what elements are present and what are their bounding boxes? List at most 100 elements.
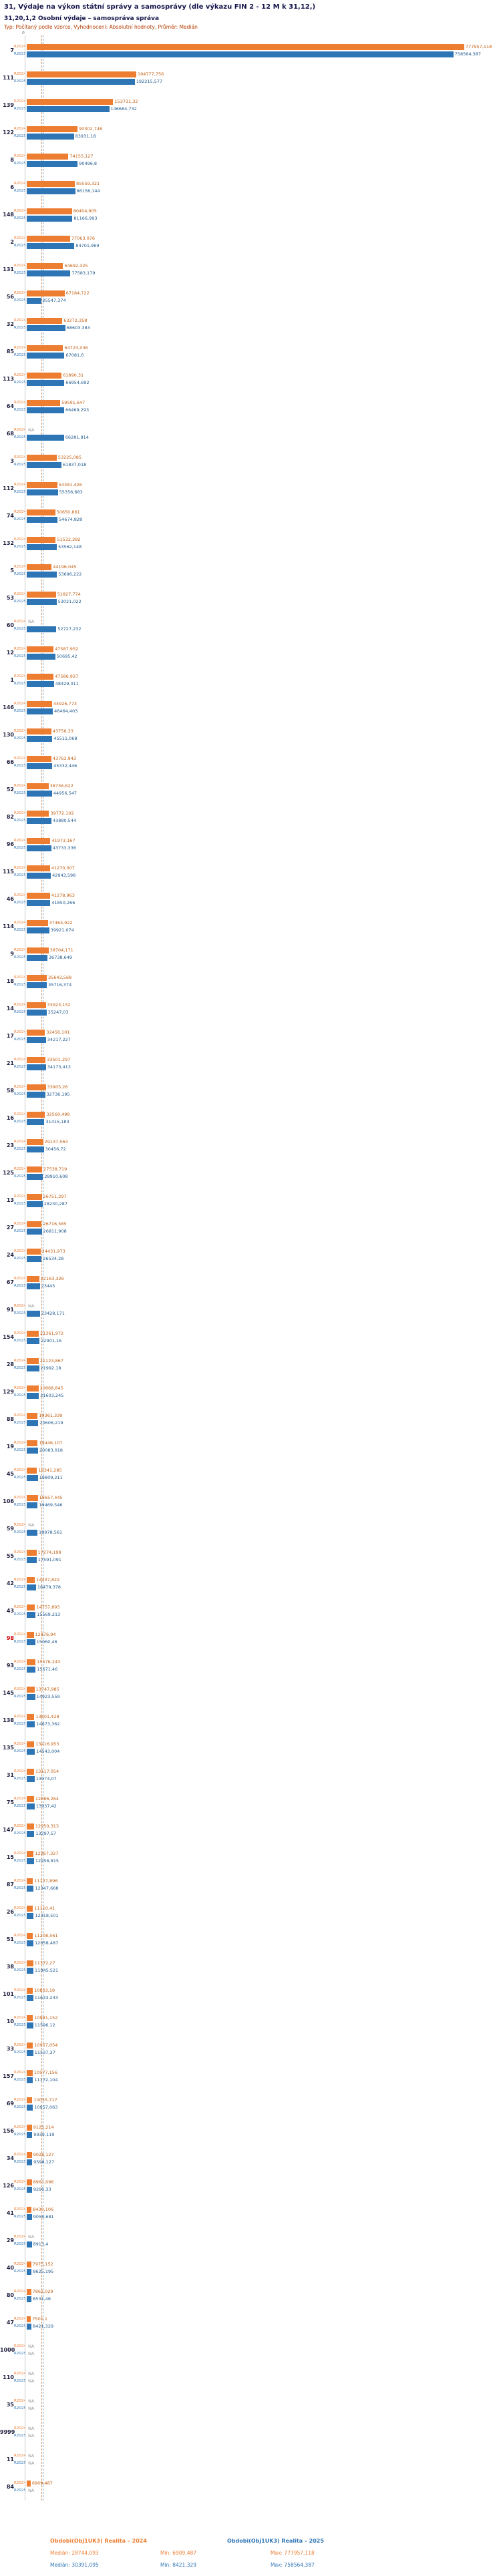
bar-2025[interactable]	[27, 325, 65, 331]
category-label[interactable]: 60	[6, 622, 14, 628]
chart-row[interactable]: 56 R2024 67184,722 R2025 25547,374	[0, 283, 501, 310]
bar-2024[interactable]	[27, 317, 63, 324]
bar-2024[interactable]	[27, 481, 57, 488]
chart-row[interactable]: 115 R2024 41270,007 R2025 42943,598	[0, 858, 501, 885]
chart-row[interactable]: 16 R2024 32560,498 R2025 31415,183	[0, 1104, 501, 1132]
category-label[interactable]: 23	[6, 1142, 14, 1148]
chart-row[interactable]: 19 R2024 19446,107 R2025 20083,018	[0, 1433, 501, 1460]
category-label[interactable]: 15	[6, 1854, 14, 1860]
chart-row[interactable]: 87 R2024 11137,896 R2025 12347,668	[0, 1871, 501, 1898]
bar-2024[interactable]	[27, 1221, 42, 1227]
chart-row[interactable]: 59 R2024 NA R2025 18978,561	[0, 1515, 501, 1542]
chart-row[interactable]: 145 R2024 13747,985 R2025 14923,559	[0, 1679, 501, 1707]
chart-row[interactable]: 114 R2024 37464,922 R2025 39921,074	[0, 913, 501, 940]
category-label[interactable]: 113	[3, 376, 14, 382]
chart-row[interactable]: 24 R2024 24431,973 R2025 26534,28	[0, 1241, 501, 1269]
category-label[interactable]: 101	[3, 1991, 14, 1997]
bar-2024[interactable]	[27, 71, 136, 77]
bar-2025[interactable]	[27, 1994, 33, 2001]
bar-2025[interactable]	[27, 1036, 46, 1043]
chart-row[interactable]: 130 R2024 43756,33 R2025 45511,068	[0, 721, 501, 748]
bar-2024[interactable]	[27, 974, 47, 981]
bar-2024[interactable]	[27, 372, 62, 379]
category-label[interactable]: 93	[6, 1663, 14, 1669]
category-label[interactable]: 106	[3, 1498, 14, 1504]
bar-2024[interactable]	[27, 1440, 38, 1446]
chart-row[interactable]: 26 R2024 11110,41 R2025 12318,501	[0, 1898, 501, 1926]
chart-row[interactable]: 15 R2024 12267,327 R2025 12956,815	[0, 1844, 501, 1871]
bar-2025[interactable]	[27, 270, 71, 276]
bar-2025[interactable]	[27, 1748, 35, 1755]
category-label[interactable]: 7	[10, 47, 14, 53]
chart-row[interactable]: 74 R2024 50650,861 R2025 54674,828	[0, 502, 501, 529]
category-label[interactable]: 98	[6, 1635, 14, 1641]
category-label[interactable]: 13	[6, 1197, 14, 1203]
chart-row[interactable]: 96 R2024 41973,167 R2025 43733,336	[0, 831, 501, 858]
category-label[interactable]: 53	[6, 595, 14, 601]
chart-row[interactable]: 67 R2024 22163,326 R2025 23445	[0, 1269, 501, 1296]
bar-2024[interactable]	[27, 2261, 31, 2268]
category-label[interactable]: 132	[3, 540, 14, 546]
chart-row[interactable]: 47 R2024 7501,1 R2025 8421,329	[0, 2309, 501, 2336]
bar-2024[interactable]	[27, 865, 50, 871]
chart-row[interactable]: 42 R2024 14437,822 R2025 16479,378	[0, 1570, 501, 1597]
bar-2025[interactable]	[27, 2213, 32, 2220]
bar-2025[interactable]	[27, 1885, 34, 1892]
bar-2025[interactable]	[27, 297, 41, 304]
bar-2024[interactable]	[27, 345, 63, 351]
category-label[interactable]: 148	[3, 212, 14, 218]
bar-2025[interactable]	[27, 2296, 32, 2302]
chart-row[interactable]: 46 R2024 41278,963 R2025 41850,266	[0, 885, 501, 913]
category-label[interactable]: 29	[6, 2237, 14, 2243]
bar-2025[interactable]	[27, 1118, 45, 1125]
category-label[interactable]: 46	[6, 896, 14, 902]
bar-2024[interactable]	[27, 454, 57, 461]
category-label[interactable]: 35	[6, 2402, 14, 2408]
chart-row[interactable]: 17 R2024 32456,101 R2025 34217,227	[0, 1022, 501, 1050]
chart-row[interactable]: 9 R2024 38704,171 R2025 36738,649	[0, 940, 501, 968]
bar-2025[interactable]	[27, 763, 53, 769]
category-label[interactable]: 9999	[0, 2429, 15, 2435]
bar-2024[interactable]	[27, 947, 49, 953]
category-label[interactable]: 110	[3, 2374, 14, 2380]
bar-2025[interactable]	[27, 1365, 39, 1371]
category-label[interactable]: 18	[6, 978, 14, 984]
category-label[interactable]: 145	[3, 1690, 14, 1696]
bar-2025[interactable]	[27, 516, 58, 523]
bar-2024[interactable]	[27, 1823, 34, 1830]
bar-2025[interactable]	[27, 1447, 38, 1454]
category-label[interactable]: 66	[6, 759, 14, 765]
category-label[interactable]: 27	[6, 1225, 14, 1231]
category-label[interactable]: 38	[6, 1964, 14, 1970]
bar-2024[interactable]	[27, 2042, 33, 2049]
chart-row[interactable]: 112 R2024 54381,426 R2025 55356,683	[0, 475, 501, 502]
bar-2024[interactable]	[27, 98, 114, 105]
bar-2025[interactable]	[27, 982, 47, 988]
category-label[interactable]: 85	[6, 349, 14, 355]
chart-row[interactable]: 156 R2024 9125,214 R2025 9939,119	[0, 2117, 501, 2145]
chart-row[interactable]: 29 R2024 NA R2025 8913,4	[0, 2227, 501, 2254]
bar-2025[interactable]	[27, 1255, 42, 1262]
bar-2025[interactable]	[27, 1693, 35, 1700]
category-label[interactable]: 43	[6, 1608, 14, 1614]
bar-2024[interactable]	[27, 2124, 32, 2131]
bar-2024[interactable]	[27, 1960, 33, 1966]
bar-2025[interactable]	[27, 407, 64, 413]
category-label[interactable]: 58	[6, 1088, 14, 1094]
category-label[interactable]: 47	[6, 2320, 14, 2326]
chart-row[interactable]: 139 R2024 153731,32 R2025 146684,732	[0, 91, 501, 119]
bar-2025[interactable]	[27, 1639, 35, 1645]
bar-2025[interactable]	[27, 215, 73, 222]
chart-row[interactable]: 58 R2024 33905,26 R2025 32736,195	[0, 1077, 501, 1104]
bar-2025[interactable]	[27, 1912, 34, 1919]
chart-row[interactable]: 34 R2024 9028,127 R2025 9598,127	[0, 2145, 501, 2172]
category-label[interactable]: 122	[3, 130, 14, 136]
category-label[interactable]: 126	[3, 2183, 14, 2189]
bar-2024[interactable]	[27, 1686, 35, 1693]
bar-2025[interactable]	[27, 571, 57, 578]
chart-row[interactable]: 38 R2024 11372,27 R2025 11945,521	[0, 1953, 501, 1980]
bar-2025[interactable]	[27, 78, 135, 85]
bar-2025[interactable]	[27, 1310, 40, 1317]
bar-2025[interactable]	[27, 1173, 43, 1180]
chart-row[interactable]: 6 R2024 85559,321 R2025 86156,144	[0, 174, 501, 201]
